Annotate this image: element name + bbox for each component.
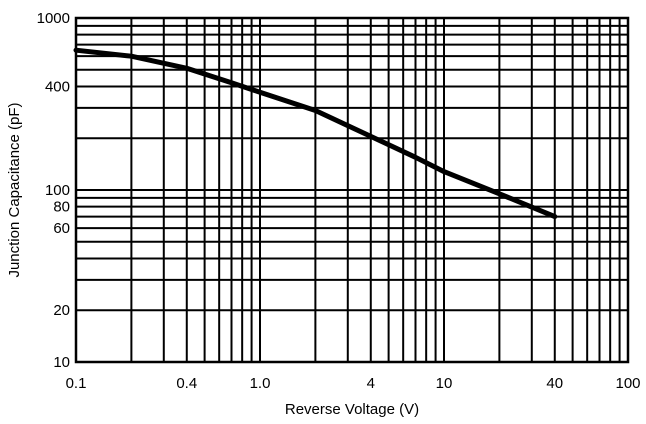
y-tick-label: 80 — [53, 199, 70, 216]
y-tick-label: 20 — [53, 302, 70, 319]
y-tick-label: 10 — [53, 354, 70, 371]
x-tick-label: 100 — [615, 375, 640, 392]
x-tick-label: 0.1 — [66, 375, 87, 392]
x-tick-labels: 0.1 0.4 1.0 4 10 40 100 — [66, 375, 641, 392]
x-tick-label: 10 — [436, 375, 453, 392]
x-tick-label: 4 — [367, 375, 375, 392]
y-tick-label: 60 — [53, 220, 70, 237]
series-curve-line — [73, 47, 558, 220]
y-axis-label: Junction Capacitance (pF) — [6, 102, 23, 277]
x-tick-label: 40 — [546, 375, 563, 392]
x-tick-label: 1.0 — [250, 375, 271, 392]
plot-frame — [74, 16, 630, 364]
y-tick-label: 100 — [45, 182, 70, 199]
x-tick-label: 0.4 — [176, 375, 197, 392]
y-tick-label: 1000 — [37, 10, 70, 27]
x-axis-label: Reverse Voltage (V) — [285, 401, 419, 418]
y-tick-label: 400 — [45, 78, 70, 95]
grid-lines — [76, 18, 628, 362]
